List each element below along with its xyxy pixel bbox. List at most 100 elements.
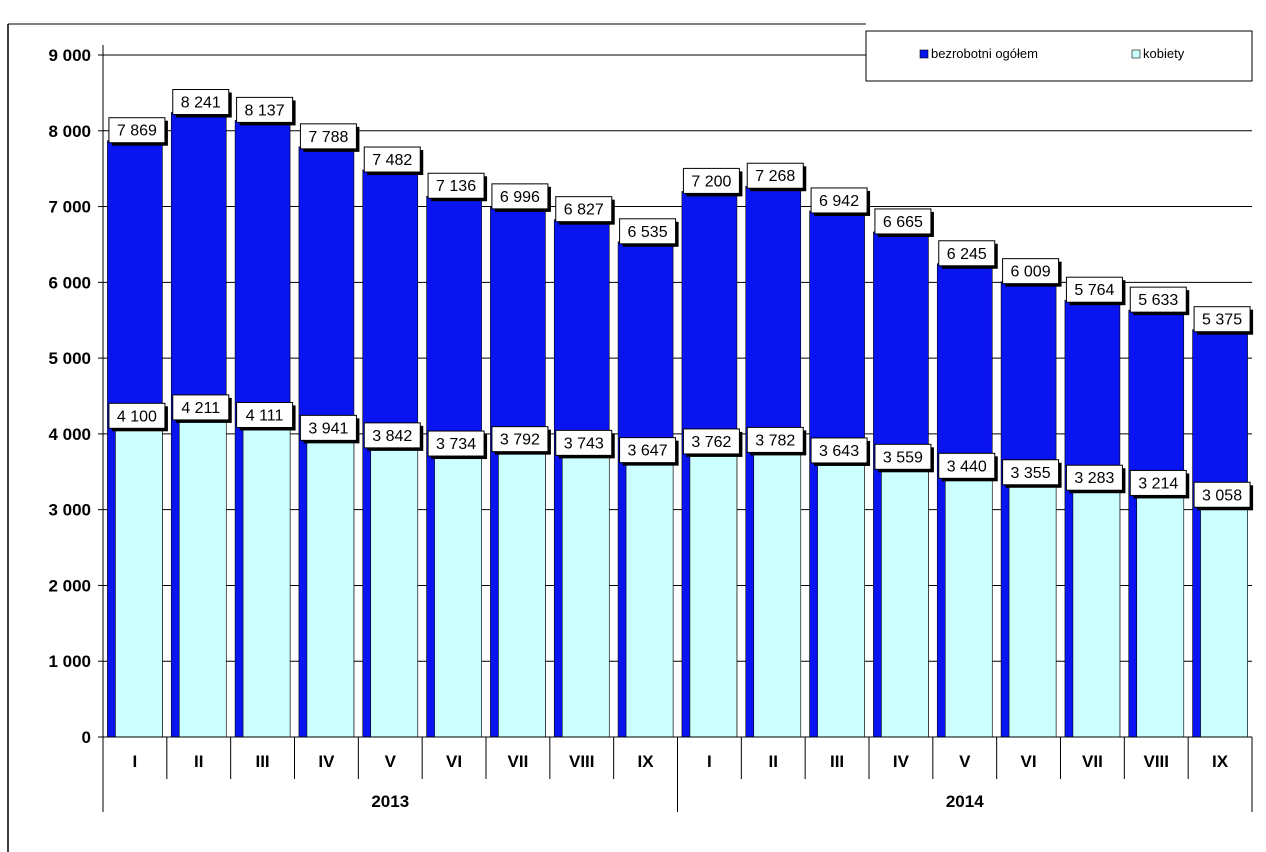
data-label-bezrobotni-box (1193, 306, 1251, 333)
y-tick-label: 8 000 (48, 122, 91, 141)
data-label-kobiety-box (682, 428, 740, 455)
legend: bezrobotni ogółem kobiety (865, 30, 1253, 82)
x-category-label: VI (446, 752, 462, 771)
x-category-label: IX (638, 752, 655, 771)
x-category-label: VII (508, 752, 529, 771)
data-label-bezrobotni-box (555, 196, 613, 223)
x-category-label: VIII (569, 752, 595, 771)
data-label-kobiety: 3 058 (1202, 487, 1242, 504)
y-tick-label: 4 000 (48, 425, 91, 444)
bar-kobiety (881, 467, 929, 738)
data-label-bezrobotni: 5 633 (1138, 292, 1178, 309)
bar-kobiety (434, 453, 482, 738)
data-label-kobiety-box (108, 402, 166, 429)
bar-kobiety (1200, 504, 1248, 738)
data-label-bezrobotni: 7 200 (691, 173, 731, 190)
x-category-label: VII (1082, 752, 1103, 771)
data-label-kobiety: 3 440 (947, 458, 987, 475)
data-label-bezrobotni-box (299, 123, 357, 150)
data-label-kobiety: 3 762 (691, 434, 731, 451)
bar-kobiety (370, 445, 419, 738)
bar-kobiety (817, 460, 865, 738)
data-label-kobiety: 3 643 (819, 443, 859, 460)
data-label-kobiety: 3 214 (1138, 475, 1178, 492)
bar-kobiety (242, 425, 291, 738)
data-labels: 7 869 4 100 8 241 4 211 8 137 4 111 7 788 3 941… (108, 89, 1254, 511)
legend-label-kobiety: kobiety (1143, 46, 1185, 61)
data-label-bezrobotni: 6 827 (564, 202, 604, 219)
data-label-bezrobotni: 7 136 (436, 178, 476, 195)
gridlines (103, 54, 1252, 662)
data-label-bezrobotni: 6 009 (1011, 264, 1051, 281)
x-group-label: 2014 (946, 792, 984, 811)
data-label-kobiety-box (1129, 469, 1187, 496)
bar-kobiety (689, 451, 738, 738)
data-label-bezrobotni-box (236, 96, 294, 123)
data-label-bezrobotni-box (491, 183, 549, 210)
data-label-kobiety-box (874, 443, 932, 470)
data-label-bezrobotni-box (746, 162, 804, 189)
x-category-label: I (707, 752, 712, 771)
bar-kobiety (498, 449, 546, 738)
x-category-label: V (385, 752, 397, 771)
y-tick-label: 6 000 (48, 273, 91, 292)
x-category-label: VIII (1143, 752, 1169, 771)
data-label-bezrobotni: 8 137 (245, 102, 285, 119)
y-tick-label: 5 000 (48, 349, 91, 368)
x-category-label: III (255, 752, 269, 771)
x-group-label: 2013 (371, 792, 409, 811)
x-category-label: IV (318, 752, 335, 771)
legend-box (865, 30, 1253, 82)
bar-kobiety (1136, 493, 1185, 738)
x-category-label: VI (1021, 752, 1037, 771)
data-label-kobiety: 3 734 (436, 436, 476, 453)
data-label-bezrobotni-box (874, 208, 932, 235)
data-label-bezrobotni-box (682, 167, 740, 194)
data-label-bezrobotni: 6 245 (947, 246, 987, 263)
data-label-kobiety: 4 111 (246, 407, 284, 424)
data-label-kobiety-box (555, 429, 613, 456)
data-label-bezrobotni-box (108, 117, 166, 144)
y-tick-label: 7 000 (48, 198, 91, 217)
data-label-kobiety: 3 355 (1011, 465, 1051, 482)
x-category-label: IX (1212, 752, 1229, 771)
data-label-kobiety: 3 842 (372, 428, 412, 445)
x-category-label: IV (893, 752, 910, 771)
data-label-kobiety: 3 559 (883, 449, 923, 466)
bar-kobiety (625, 460, 674, 738)
x-axis: I II III IV V VI VII VIII IX I II III IV V VI VII VIII IX… (102, 736, 1253, 812)
data-label-kobiety: 3 647 (628, 443, 668, 460)
y-tick-label: 3 000 (48, 501, 91, 520)
bar-kobiety (115, 426, 163, 738)
data-label-kobiety: 3 782 (755, 432, 795, 449)
data-label-kobiety: 4 211 (181, 400, 220, 417)
data-label-bezrobotni-box (363, 146, 421, 173)
data-label-kobiety: 3 792 (500, 432, 540, 449)
legend-swatch-kobiety (1131, 49, 1141, 59)
y-tick-label: 9 000 (48, 46, 91, 65)
data-label-kobiety-box (938, 452, 996, 479)
data-label-bezrobotni-box (810, 187, 868, 214)
legend-swatch-bezrobotni (919, 49, 929, 59)
data-label-kobiety-box (1193, 481, 1251, 508)
data-label-bezrobotni-box (1065, 276, 1123, 303)
bar-kobiety (306, 438, 355, 738)
y-axis: 0 1 000 2 000 3 000 4 000 5 000 6 000 7 000 8 00… (48, 45, 104, 747)
data-label-kobiety: 3 941 (308, 420, 348, 437)
data-label-kobiety-box (1065, 464, 1123, 491)
bar-kobiety (1008, 482, 1057, 738)
data-label-bezrobotni-box (172, 89, 230, 116)
data-label-bezrobotni-box (1129, 286, 1187, 313)
data-label-kobiety-box (810, 437, 868, 464)
data-label-kobiety-box (491, 426, 549, 453)
data-label-bezrobotni: 7 482 (372, 152, 412, 169)
data-label-kobiety-box (746, 426, 804, 453)
data-label-bezrobotni-box (619, 218, 677, 245)
x-category-label: II (769, 752, 778, 771)
data-label-bezrobotni: 5 375 (1202, 312, 1242, 329)
y-tick-label: 1 000 (48, 652, 91, 671)
data-label-kobiety-box (172, 394, 230, 421)
data-label-bezrobotni: 6 996 (500, 189, 540, 206)
data-label-kobiety-box (299, 414, 357, 441)
data-label-kobiety-box (619, 437, 677, 464)
